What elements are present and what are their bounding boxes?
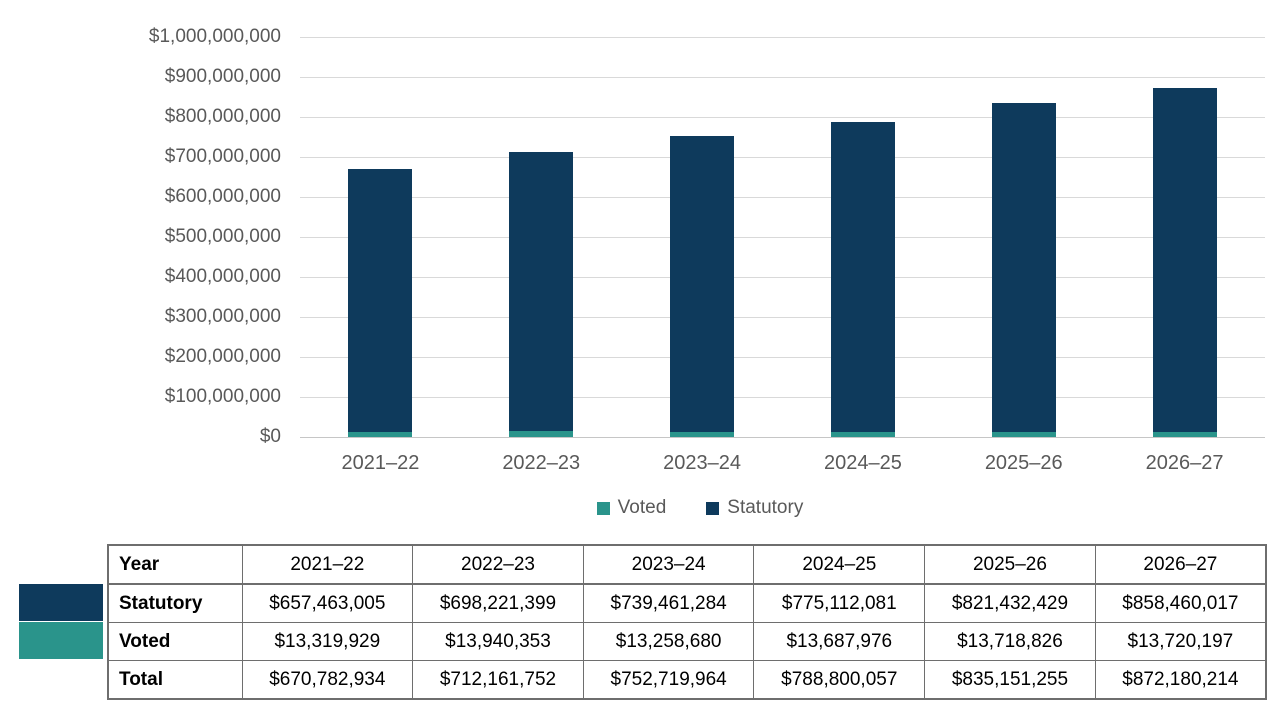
x-axis-label: 2025–26 — [984, 452, 1063, 474]
x-axis-label: 2023–24 — [663, 452, 742, 474]
y-axis-tick-label: $1,000,000,000 — [148, 26, 281, 47]
bar-segment-statutory-2021–22 — [348, 168, 413, 432]
value-cell: $13,258,680 — [582, 622, 755, 661]
legend-label: Voted — [617, 497, 667, 518]
year-column-header: 2024–25 — [753, 544, 926, 585]
value-cell: $872,180,214 — [1094, 660, 1267, 700]
gridline — [300, 37, 1265, 38]
y-axis-tick-label: $100,000,000 — [164, 386, 281, 407]
value-cell: $752,719,964 — [582, 660, 755, 700]
x-axis-label: 2026–27 — [1145, 452, 1224, 474]
value-cell: $13,319,929 — [241, 622, 414, 661]
row-label-cell: Total — [107, 660, 243, 700]
voted-legend-swatch-icon — [596, 501, 610, 515]
legend-item-statutory: Statutory — [706, 497, 803, 519]
gridline — [300, 357, 1265, 358]
year-column-header: 2021–22 — [241, 544, 414, 585]
year-column-header: 2026–27 — [1094, 544, 1267, 585]
year-column-header: 2025–26 — [924, 544, 1096, 585]
gridline — [300, 197, 1265, 198]
bar-segment-voted-2025–26 — [991, 431, 1056, 437]
bar-segment-statutory-2025–26 — [991, 102, 1056, 432]
y-axis-tick-label: $800,000,000 — [164, 106, 281, 127]
plot-area — [300, 37, 1265, 438]
voted-row-color-swatch — [19, 622, 103, 659]
value-cell: $13,687,976 — [753, 622, 926, 661]
gridline — [300, 237, 1265, 238]
bar-segment-voted-2022–23 — [509, 431, 574, 437]
data-table: Year 2021–22 2022–23 2023–24 2024–25 2025–26 2… — [107, 544, 1267, 700]
value-cell: $775,112,081 — [753, 583, 926, 623]
x-axis: 2021–22 2022–23 2023–24 2024–25 2025–26 2026–… — [300, 452, 1265, 482]
bar-segment-statutory-2023–24 — [670, 135, 735, 432]
value-cell: $13,720,197 — [1094, 622, 1267, 661]
table-row-voted: Voted $13,319,929 $13,940,353 $13,258,680 $1… — [107, 622, 1267, 661]
y-axis-tick-label: $300,000,000 — [164, 306, 281, 327]
gridline — [300, 157, 1265, 158]
x-axis-label: 2022–23 — [502, 452, 581, 474]
gridline — [300, 437, 1265, 438]
bar-segment-statutory-2026–27 — [1152, 88, 1217, 432]
table-row-total: Total $670,782,934 $712,161,752 $752,719,96… — [107, 660, 1267, 700]
bar-segment-statutory-2022–23 — [509, 152, 574, 432]
y-axis-tick-label: $200,000,000 — [164, 346, 281, 367]
table-header-row: Year 2021–22 2022–23 2023–24 2024–25 2025–26 2… — [107, 544, 1267, 585]
value-cell: $788,800,057 — [753, 660, 926, 700]
statutory-legend-swatch-icon — [706, 501, 720, 515]
y-axis-tick-label: $700,000,000 — [164, 146, 281, 167]
row-label-cell: Voted — [107, 622, 243, 661]
y-axis-tick-label: $500,000,000 — [164, 226, 281, 247]
y-axis-tick-label: $600,000,000 — [164, 186, 281, 207]
gridline — [300, 117, 1265, 118]
statutory-row-color-swatch — [19, 584, 103, 621]
value-cell: $13,940,353 — [412, 622, 584, 661]
year-header-cell: Year — [107, 544, 243, 585]
value-cell: $821,432,429 — [924, 583, 1096, 623]
bar-segment-voted-2023–24 — [670, 431, 735, 437]
gridline — [300, 317, 1265, 318]
x-axis-label: 2021–22 — [341, 452, 420, 474]
bar-segment-statutory-2024–25 — [830, 121, 895, 432]
table-row-statutory: Statutory $657,463,005 $698,221,399 $739,46… — [107, 583, 1267, 623]
value-cell: $739,461,284 — [582, 583, 755, 623]
year-column-header: 2022–23 — [412, 544, 584, 585]
value-cell: $670,782,934 — [241, 660, 414, 700]
y-axis-tick-label: $900,000,000 — [164, 66, 281, 87]
bar-segment-voted-2026–27 — [1152, 431, 1217, 437]
legend-item-voted: Voted — [596, 497, 667, 519]
value-cell: $657,463,005 — [241, 583, 414, 623]
value-cell: $712,161,752 — [412, 660, 584, 700]
year-column-header: 2023–24 — [582, 544, 755, 585]
value-cell: $835,151,255 — [924, 660, 1096, 700]
gridline — [300, 277, 1265, 278]
value-cell: $698,221,399 — [412, 583, 584, 623]
legend-label: Statutory — [727, 497, 804, 518]
x-axis-label: 2024–25 — [823, 452, 902, 474]
y-axis-tick-label: $0 — [259, 426, 281, 447]
y-axis: $1,000,000,000 $900,000,000 $800,000,000 $7… — [0, 26, 281, 447]
bar-segment-voted-2024–25 — [830, 431, 895, 437]
row-label-cell: Statutory — [107, 583, 243, 623]
gridline — [300, 77, 1265, 78]
value-cell: $858,460,017 — [1094, 583, 1267, 623]
value-cell: $13,718,826 — [924, 622, 1096, 661]
gridline — [300, 397, 1265, 398]
y-axis-tick-label: $400,000,000 — [164, 266, 281, 287]
bar-segment-voted-2021–22 — [348, 431, 413, 437]
chart-legend: Voted Statutory — [60, 497, 1280, 519]
